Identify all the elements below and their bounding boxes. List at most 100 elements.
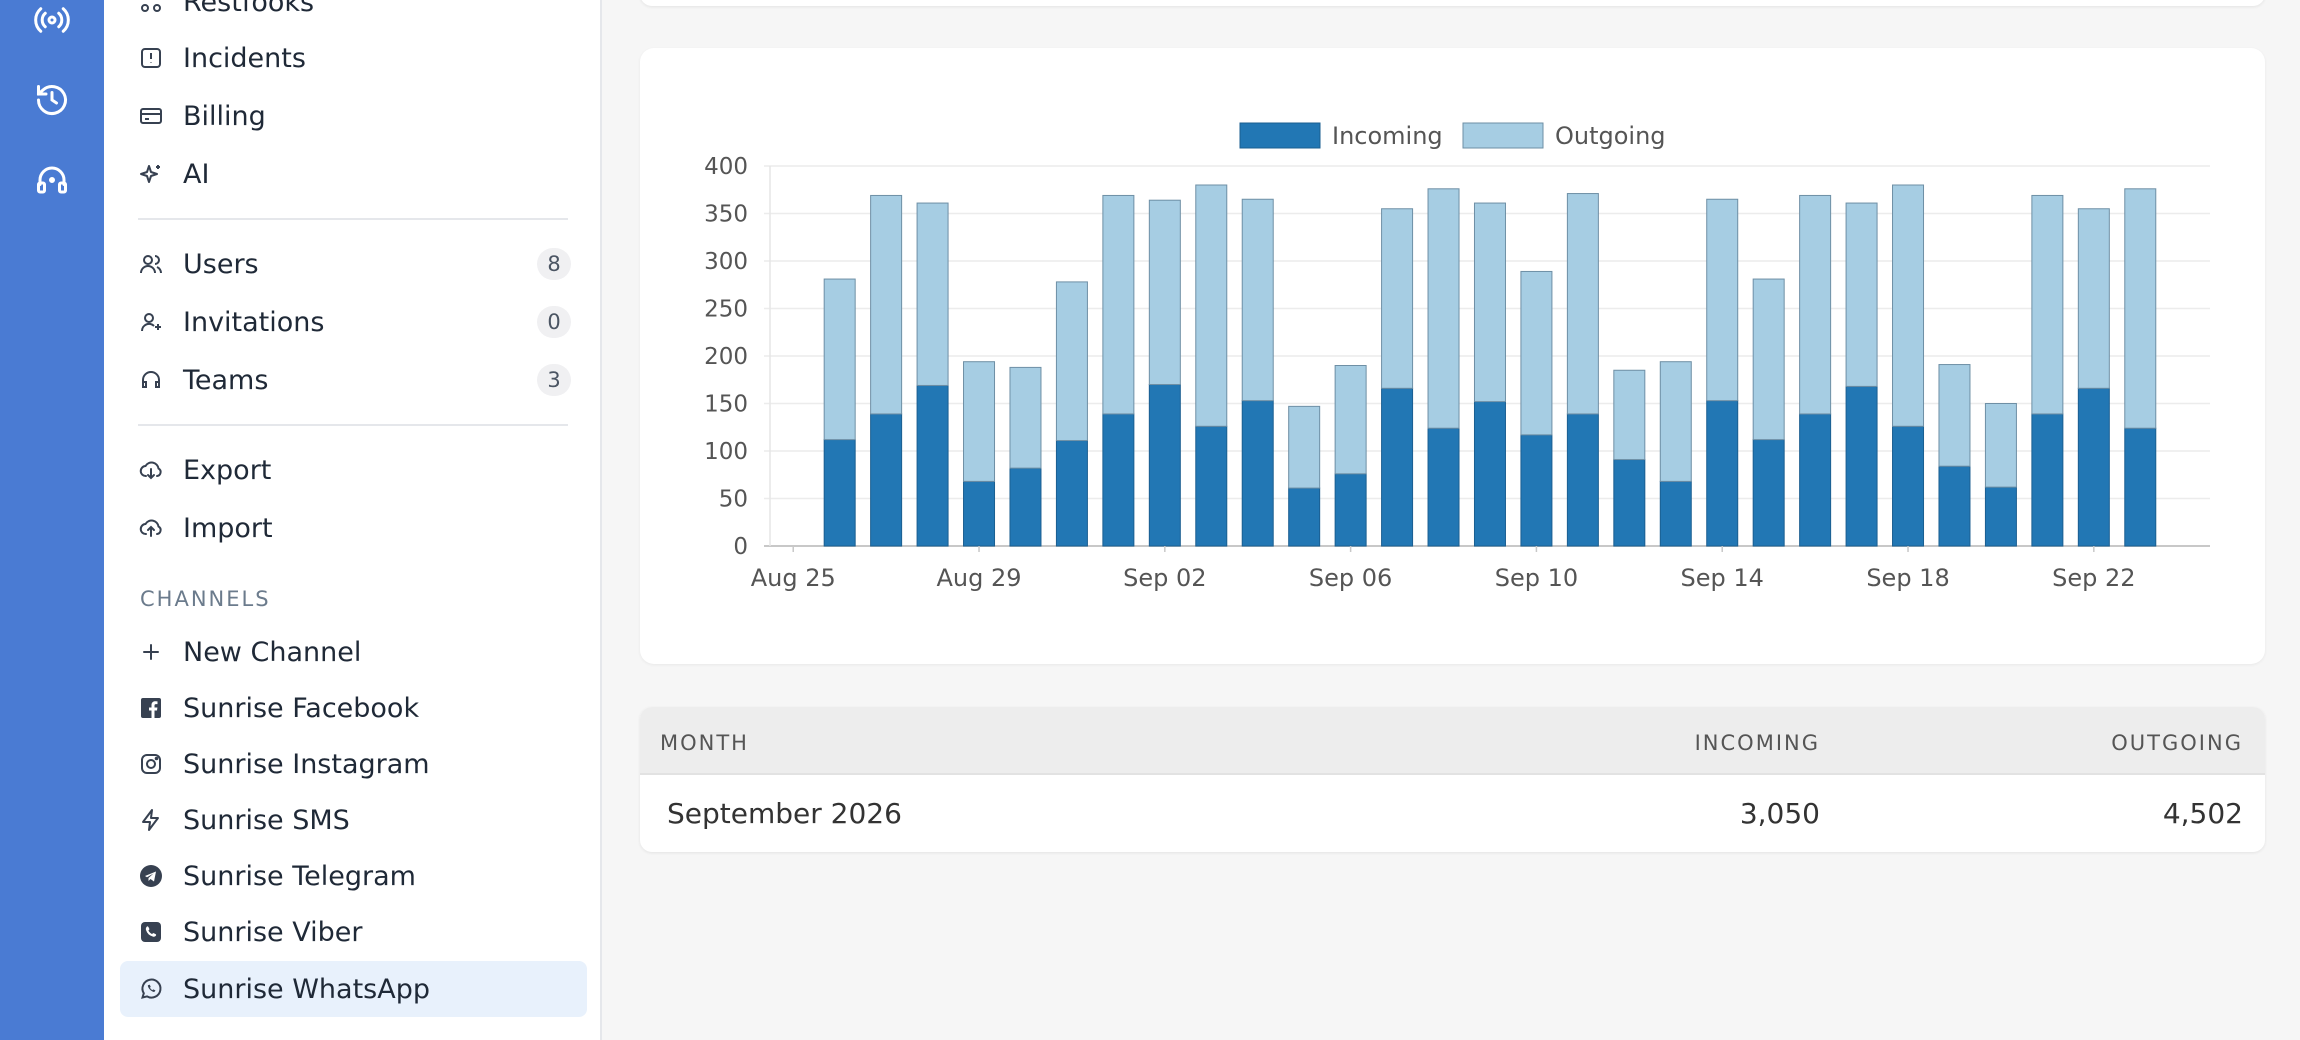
column-header-outgoing: OUTGOING — [2111, 731, 2243, 755]
instagram-icon — [138, 751, 164, 777]
bar-outgoing — [1195, 184, 1228, 427]
sidebar-item-label: Incidents — [183, 42, 306, 74]
x-tick-label: Sep 02 — [1123, 564, 1206, 592]
sidebar-divider — [138, 424, 568, 426]
teams-icon — [138, 367, 164, 393]
users-icon — [138, 251, 164, 277]
bar-incoming — [823, 439, 856, 547]
bar-outgoing — [823, 278, 856, 441]
bar-incoming — [1009, 467, 1042, 547]
bar-outgoing — [1102, 194, 1135, 415]
sidebar-item-label: Sunrise Facebook — [183, 692, 420, 724]
bar-outgoing — [1241, 198, 1274, 402]
bar-outgoing — [963, 361, 996, 482]
bar-incoming — [1659, 480, 1692, 547]
column-header-incoming: INCOMING — [1694, 731, 1820, 755]
x-tick-label: Sep 10 — [1495, 564, 1578, 592]
y-tick-label: 150 — [704, 392, 748, 418]
whatsapp-icon — [138, 976, 164, 1002]
summary-card — [640, 0, 2265, 6]
support-headset-icon[interactable] — [32, 160, 72, 200]
telegram-icon — [138, 863, 164, 889]
bar-outgoing — [1381, 208, 1414, 389]
sidebar-item-label: AI — [183, 158, 210, 190]
bar-outgoing — [870, 194, 903, 415]
table-header: MONTH INCOMING OUTGOING — [640, 707, 2265, 775]
y-tick-label: 0 — [733, 534, 748, 560]
sidebar-item-label: Sunrise WhatsApp — [183, 973, 430, 1005]
sidebar-item-billing[interactable]: Billing — [120, 90, 587, 142]
bar-incoming — [2031, 413, 2064, 547]
monthly-summary-table: MONTH INCOMING OUTGOING September 2026 3… — [640, 707, 2265, 852]
sidebar-item-label: Sunrise SMS — [183, 804, 350, 836]
bar-incoming — [1520, 434, 1553, 547]
bar-incoming — [2124, 427, 2157, 547]
sidebar-item-sunrise-viber[interactable]: Sunrise Viber — [120, 906, 587, 958]
sidebar-item-import[interactable]: Import — [120, 502, 587, 554]
bar-incoming — [1055, 440, 1088, 547]
sidebar-item-ai[interactable]: AI — [120, 148, 587, 200]
teams-count-badge: 3 — [537, 364, 571, 396]
sidebar-item-users[interactable]: Users 8 — [120, 238, 587, 290]
bar-outgoing — [2077, 208, 2110, 389]
bar-incoming — [1892, 425, 1925, 547]
bar-incoming — [870, 413, 903, 547]
bar-outgoing — [1520, 270, 1553, 436]
broadcast-icon[interactable] — [32, 0, 72, 40]
sms-lightning-icon — [138, 807, 164, 833]
bar-outgoing — [1148, 199, 1181, 385]
column-header-month: MONTH — [660, 731, 749, 755]
sidebar-item-incidents[interactable]: Incidents — [120, 32, 587, 84]
channels-heading: CHANNELS — [140, 587, 271, 611]
sidebar-divider — [138, 218, 568, 220]
sidebar-item-export[interactable]: Export — [120, 444, 587, 496]
bar-outgoing — [1473, 202, 1506, 403]
bar-incoming — [1195, 425, 1228, 547]
bar-outgoing — [916, 202, 949, 386]
bar-incoming — [1334, 473, 1367, 547]
cloud-download-icon — [138, 457, 164, 483]
bar-outgoing — [1288, 405, 1321, 489]
sidebar-item-sunrise-sms[interactable]: Sunrise SMS — [120, 794, 587, 846]
sidebar-item-sunrise-instagram[interactable]: Sunrise Instagram — [120, 738, 587, 790]
legend-swatch-incoming — [1239, 122, 1321, 149]
cell-month: September 2026 — [667, 797, 902, 830]
x-tick-label: Aug 29 — [937, 564, 1022, 592]
bar-outgoing — [1334, 365, 1367, 475]
sidebar: Restfooks Incidents Billing AI Users 8 I… — [104, 0, 602, 1040]
cloud-upload-icon — [138, 515, 164, 541]
x-tick-label: Sep 18 — [1866, 564, 1949, 592]
cell-incoming: 3,050 — [1739, 797, 1820, 830]
bar-incoming — [1984, 486, 2017, 547]
messages-chart-card: 0 50 100 150 200 250 300 350 400 Aug 25 Aug 29 Sep … — [640, 48, 2265, 664]
sidebar-item-sunrise-whatsapp[interactable]: Sunrise WhatsApp — [120, 961, 587, 1017]
sidebar-item-label: Restfooks — [183, 0, 315, 18]
sidebar-item-invitations[interactable]: Invitations 0 — [120, 296, 587, 348]
icon-rail — [0, 0, 104, 1040]
bar-incoming — [1613, 459, 1646, 547]
bar-outgoing — [2031, 194, 2064, 415]
sidebar-item-teams[interactable]: Teams 3 — [120, 354, 587, 406]
history-icon[interactable] — [32, 80, 72, 120]
sidebar-item-label: Teams — [183, 364, 269, 396]
sidebar-item-sunrise-facebook[interactable]: Sunrise Facebook — [120, 682, 587, 734]
sidebar-item-label: Users — [183, 248, 259, 280]
facebook-icon — [138, 695, 164, 721]
bar-outgoing — [1892, 184, 1925, 427]
bar-outgoing — [1938, 364, 1971, 467]
plus-icon — [138, 639, 164, 665]
bar-outgoing — [1659, 361, 1692, 482]
sidebar-item-label: Export — [183, 454, 272, 486]
bar-incoming — [963, 480, 996, 547]
sidebar-item-new-channel[interactable]: New Channel — [120, 626, 587, 678]
ai-sparkle-icon — [138, 161, 164, 187]
legend-label-incoming: Incoming — [1332, 122, 1443, 150]
sidebar-item-webhooks[interactable]: Restfooks — [120, 0, 587, 28]
bar-incoming — [2077, 387, 2110, 547]
sidebar-item-sunrise-telegram[interactable]: Sunrise Telegram — [120, 850, 587, 902]
sidebar-item-label: Sunrise Viber — [183, 916, 363, 948]
x-tick-label: Sep 22 — [2052, 564, 2135, 592]
billing-icon — [138, 103, 164, 129]
bar-incoming — [1427, 427, 1460, 547]
bar-outgoing — [1613, 369, 1646, 461]
